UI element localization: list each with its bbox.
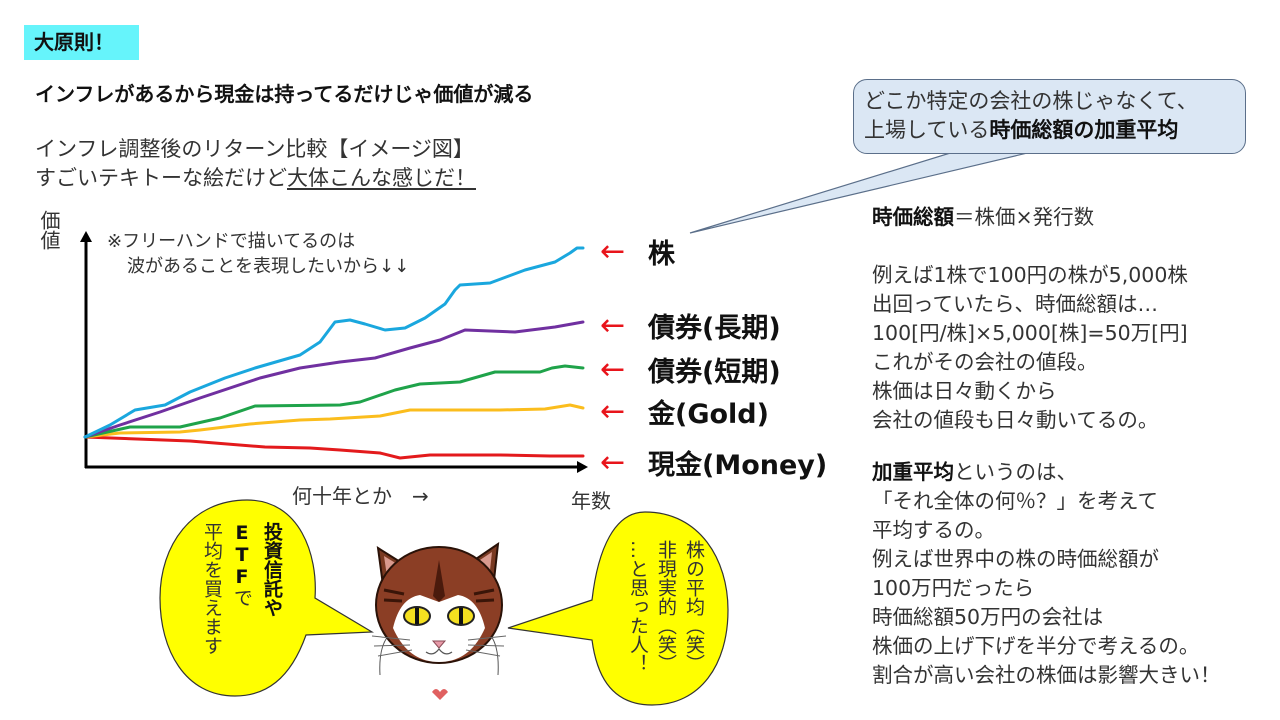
bubble-buy-average-text: 平均を買えます	[201, 522, 223, 655]
subtitle-line-2-plain: すごいテキトーな絵だけど	[35, 166, 287, 190]
formula-definition: ＝株価×発行数	[954, 205, 1095, 229]
chart-series	[83, 246, 585, 460]
bubble-etf-text: ETF	[231, 522, 253, 588]
left-bubble-col-2: ETFで	[230, 522, 254, 655]
left-bubble-text: 投資信託や ETFで 平均を買えます	[200, 522, 284, 655]
red-arrow-left-icon: ←	[600, 445, 626, 480]
y-axis-label: 価値	[35, 210, 61, 250]
y-axis-label-text: 価値	[37, 210, 61, 250]
y-axis-arrowhead-icon	[80, 231, 92, 242]
market-cap-formula: 時価総額＝株価×発行数	[872, 203, 1094, 232]
x-axis-label: 年数	[571, 489, 611, 513]
explanation-line: 時価総額50万円の会社は	[872, 605, 1104, 629]
legend-gold-label: 金(Gold)	[648, 399, 769, 430]
legend-gold: ← 金(Gold)	[600, 392, 769, 431]
callout-line-1: どこか特定の会社の株じゃなくて、	[864, 89, 1198, 113]
right-speech-bubble: 株の平均（笑） 非現実的（笑） …と思った人！	[626, 540, 706, 673]
bubble-fund-text: 投資信託や	[261, 522, 283, 617]
explanation-line: 株価の上げ下げを半分で考えるの。	[872, 634, 1200, 658]
right-bubble-col-1: 株の平均（笑）	[683, 540, 705, 673]
note-line-1: ※フリーハンドで描いてるのは	[107, 231, 356, 252]
example-line: これがその会社の値段。	[872, 350, 1098, 374]
series-long-bond	[83, 320, 585, 439]
headline: インフレがあるから現金は持ってるだけじゃ価値が減る	[35, 82, 534, 106]
legend-stock: ← 株	[600, 232, 675, 271]
left-bubble-col-1: 投資信託や	[260, 522, 284, 655]
legend-money: ← 現金(Money)	[600, 443, 827, 482]
market-cap-example: 例えば1株で100円の株が5,000株 出回っていたら、時価総額は… 100[円…	[872, 261, 1188, 435]
weighted-average-title: 加重平均というのは、	[872, 458, 1221, 487]
weighted-average-term: 加重平均	[872, 460, 954, 484]
x-axis-annotation: 何十年とか →	[292, 484, 429, 508]
callout-line-2-plain: 上場している	[864, 118, 990, 142]
right-bubble-col-3: …と思った人！	[627, 540, 649, 673]
series-stock	[83, 246, 585, 439]
legend-stock-label: 株	[648, 239, 675, 270]
legend-money-label: 現金(Money)	[648, 450, 828, 481]
right-bubble-col-2: 非現実的（笑）	[655, 540, 677, 673]
left-speech-bubble: 投資信託や ETFで 平均を買えます	[200, 522, 284, 655]
example-line: 例えば1株で100円の株が5,000株	[872, 263, 1188, 287]
series-gold	[83, 403, 585, 439]
series-short-bond	[83, 364, 585, 439]
example-line: 100[円/株]×5,000[株]=50万[円]	[872, 321, 1188, 345]
formula-term: 時価総額	[872, 205, 954, 229]
legend-short-bond: ← 債券(短期)	[600, 350, 781, 389]
subtitle-line-2-underlined: 大体こんな感じだ！	[287, 166, 476, 190]
subtitle-line-1: インフレ調整後のリターン比較【イメージ図】	[35, 137, 474, 161]
red-arrow-left-icon: ←	[600, 234, 626, 269]
weighted-average-explanation: 加重平均というのは、 「それ全体の何％？」を考えて 平均するの。 例えば世界中の…	[872, 458, 1221, 690]
legend-long-bond: ← 債券(長期)	[600, 306, 781, 345]
badge-label: 大原則！	[34, 30, 114, 54]
callout-line-2: 上場している時価総額の加重平均	[864, 116, 1245, 145]
x-axis-arrowhead-icon	[577, 461, 588, 473]
explanation-line: 平均するの。	[872, 518, 995, 542]
explanation-line: 例えば世界中の株の時価総額が	[872, 547, 1159, 571]
chart-subtitle: インフレ調整後のリターン比較【イメージ図】 すごいテキトーな絵だけど大体こんな感…	[35, 135, 476, 193]
example-line: 会社の値段も日々動いてるの。	[872, 408, 1159, 432]
series-money	[83, 435, 585, 460]
right-bubble-text: 株の平均（笑） 非現実的（笑） …と思った人！	[626, 540, 706, 673]
principle-badge: 大原則！	[24, 25, 139, 60]
subtitle-line-2: すごいテキトーな絵だけど大体こんな感じだ！	[35, 164, 476, 193]
red-arrow-left-icon: ←	[600, 308, 626, 343]
left-bubble-col-3: 平均を買えます	[200, 522, 224, 655]
legend-long-bond-label: 債券(長期)	[648, 313, 781, 344]
example-line: 出回っていたら、時価総額は…	[872, 292, 1158, 316]
chart-note: ※フリーハンドで描いてるのは 波があることを表現したいから↓↓	[107, 229, 409, 279]
callout-line-2-bold: 時価総額の加重平均	[989, 118, 1179, 142]
red-arrow-left-icon: ←	[600, 394, 626, 429]
legend-short-bond-label: 債券(短期)	[648, 357, 781, 388]
explanation-line: 100万円だったら	[872, 576, 1035, 600]
callout-box: どこか特定の会社の株じゃなくて、 上場している時価総額の加重平均	[853, 79, 1246, 154]
explanation-line: 割合が高い会社の株価は影響大きい！	[872, 663, 1221, 687]
red-arrow-left-icon: ←	[600, 352, 626, 387]
bubble-de-text: で	[231, 588, 253, 607]
weighted-average-title-rest: というのは、	[954, 460, 1077, 484]
example-line: 株価は日々動くから	[872, 379, 1057, 403]
note-line-2: 波があることを表現したいから↓↓	[127, 256, 410, 277]
explanation-line: 「それ全体の何％？」を考えて	[872, 489, 1158, 513]
chart-axes	[80, 231, 588, 473]
